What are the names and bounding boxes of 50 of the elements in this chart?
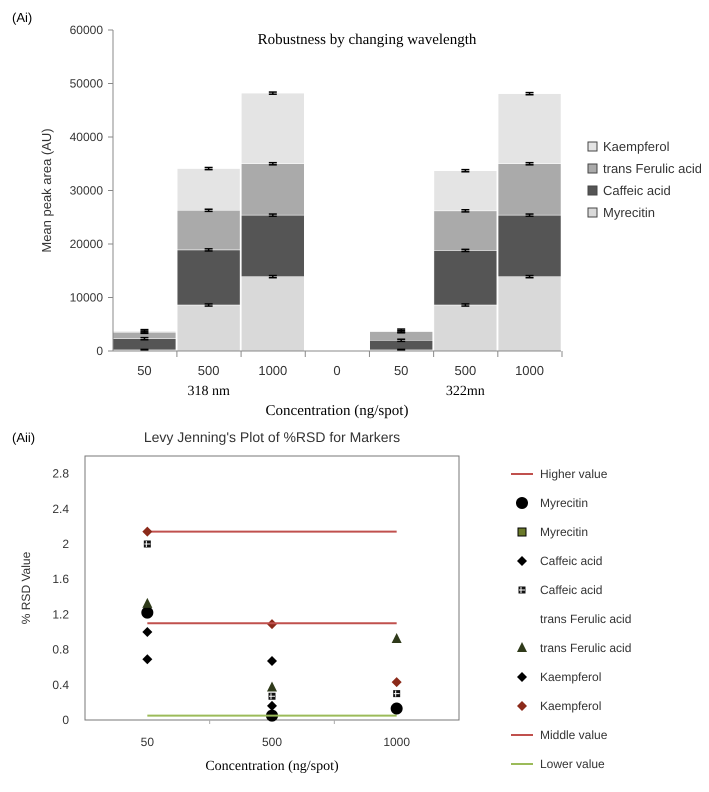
legend-label: Kaempferol xyxy=(603,139,670,154)
y-tick-label: 40000 xyxy=(70,130,104,144)
x-tick-label: 500 xyxy=(454,363,476,378)
y-tick-label: 1.6 xyxy=(52,572,70,586)
y-tick-label: 30000 xyxy=(70,184,104,198)
x-tick-label: 50 xyxy=(140,735,154,749)
x-axis-title: Concentration (ng/spot) xyxy=(266,403,408,419)
y-tick-label: 1.2 xyxy=(52,607,70,622)
y-tick-label: 50000 xyxy=(70,76,104,90)
y-tick-label: 0 xyxy=(96,344,104,358)
x-tick-label: 0 xyxy=(333,363,341,378)
y-tick-label: 2.4 xyxy=(52,502,70,516)
x-tick-label: 1000 xyxy=(258,363,288,378)
y-tick-label: 2.8 xyxy=(52,466,70,481)
text: 322mn xyxy=(446,384,485,399)
x-tick-label: 1000 xyxy=(515,363,544,378)
legend-label: trans Ferulic acid xyxy=(540,641,632,655)
x-tick-label: 500 xyxy=(198,363,220,378)
y-axis-title: % RSD Value xyxy=(19,551,33,624)
text: 318 nm xyxy=(187,384,230,399)
x-tick-label: 50 xyxy=(394,363,408,378)
legend-label: Kaempferol xyxy=(540,699,602,713)
x-tick-label: 50 xyxy=(137,363,152,378)
y-tick-label: 0 xyxy=(62,713,70,727)
legend-label: Myrecitin xyxy=(540,525,588,539)
y-tick-label: 60000 xyxy=(70,23,104,37)
y-tick-label: 2 xyxy=(62,537,70,551)
legend-label: Caffeic acid xyxy=(540,583,602,597)
legend-label: Lower value xyxy=(540,757,606,771)
legend-label: Myrecitin xyxy=(540,496,588,510)
text: (Ai) xyxy=(12,10,32,25)
legend-label: Higher value xyxy=(540,467,608,481)
x-tick-label: 500 xyxy=(262,735,282,749)
y-tick-label: 10000 xyxy=(70,290,104,304)
x-tick-label: 1000 xyxy=(383,735,410,749)
y-tick-label: 20000 xyxy=(70,237,104,251)
x-axis-title: Concentration (ng/spot) xyxy=(205,759,340,774)
legend-label: Kaempferol xyxy=(540,670,602,684)
y-tick-label: 0.4 xyxy=(52,678,70,692)
chart-title: Levy Jenning's Plot of %RSD for Markers xyxy=(144,429,400,445)
chart-title: Robustness by changing wavelength xyxy=(258,32,477,48)
legend-label: Caffeic acid xyxy=(603,183,671,198)
text: (Aii) xyxy=(12,430,36,445)
legend-label: Myrecitin xyxy=(603,205,656,220)
legend-label: Middle value xyxy=(540,728,608,742)
legend-label: trans Ferulic acid xyxy=(603,161,702,176)
y-tick-label: 0.8 xyxy=(52,642,70,657)
y-axis-title: Mean peak area (AU) xyxy=(39,128,54,253)
legend-label: Caffeic acid xyxy=(540,554,602,568)
text: trans Ferulic acid xyxy=(540,612,632,626)
